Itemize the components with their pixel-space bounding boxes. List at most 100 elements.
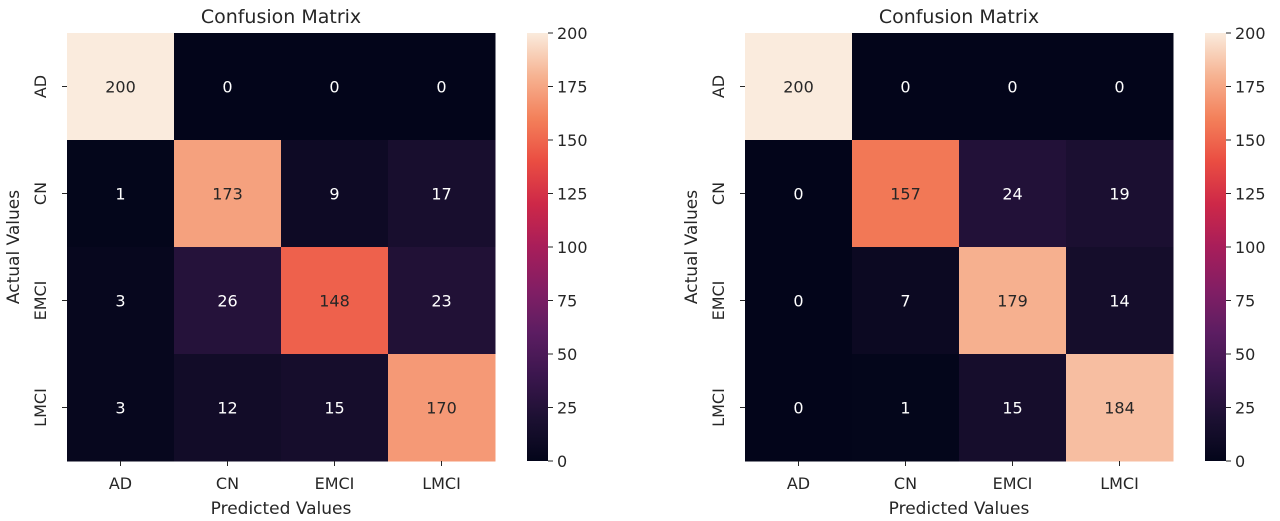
colorbar-tick-label: 75 xyxy=(1235,292,1255,311)
y-tick-label: EMCI xyxy=(709,281,728,321)
y-axis-label: Actual Values xyxy=(4,190,24,304)
x-tick-label: AD xyxy=(109,474,132,493)
cell-value-label: 173 xyxy=(212,185,243,204)
x-tick-label: CN xyxy=(894,474,917,493)
cell-value-label: 200 xyxy=(783,78,814,97)
heatmap-cell xyxy=(67,140,175,248)
heatmap-cell xyxy=(281,354,389,462)
y-axis-label: Actual Values xyxy=(682,190,702,304)
heatmap-cell xyxy=(388,247,496,355)
heatmap-cell xyxy=(281,247,389,355)
colorbar-tick-label: 125 xyxy=(1235,185,1266,204)
cell-value-label: 170 xyxy=(426,399,457,418)
colorbar-tick-label: 50 xyxy=(557,345,577,364)
heatmap-cell xyxy=(388,33,496,141)
colorbar-tick-label: 100 xyxy=(1235,238,1266,257)
y-tick-label: AD xyxy=(31,75,50,98)
y-tick-label: CN xyxy=(31,182,50,205)
y-tick-label: LMCI xyxy=(31,388,50,427)
y-tick-label: EMCI xyxy=(31,281,50,321)
colorbar-tick-label: 50 xyxy=(1235,345,1255,364)
cell-value-label: 0 xyxy=(436,78,446,97)
heatmap-cell xyxy=(745,33,853,141)
cell-value-label: 184 xyxy=(1104,399,1135,418)
heatmap-cell xyxy=(67,33,175,141)
chart-title: Confusion Matrix xyxy=(201,6,361,28)
cell-value-label: 7 xyxy=(900,292,910,311)
x-tick-label: CN xyxy=(216,474,239,493)
cell-value-label: 157 xyxy=(890,185,921,204)
cell-value-label: 17 xyxy=(431,185,451,204)
colorbar-tick-label: 200 xyxy=(1235,24,1266,43)
colorbar-tick-label: 125 xyxy=(557,185,588,204)
x-tick-label: EMCI xyxy=(315,474,355,493)
heatmap-cell xyxy=(852,354,960,462)
heatmap-cell xyxy=(1066,140,1174,248)
cell-value-label: 23 xyxy=(431,292,451,311)
x-tick-label: AD xyxy=(787,474,810,493)
colorbar xyxy=(1205,33,1226,461)
cell-value-label: 0 xyxy=(1114,78,1124,97)
colorbar-tick-label: 0 xyxy=(557,452,567,471)
y-tick-label: CN xyxy=(709,182,728,205)
cell-value-label: 15 xyxy=(324,399,344,418)
confusion-matrix-right: Confusion Matrix 200 0 0 0 0 157 24 19 0 7 179 14 0 1 1… xyxy=(682,6,1266,519)
x-tick-label: EMCI xyxy=(993,474,1033,493)
heatmap-cell xyxy=(1066,354,1174,462)
heatmap-cell xyxy=(67,247,175,355)
cell-value-label: 9 xyxy=(329,185,339,204)
cell-value-label: 3 xyxy=(115,292,125,311)
heatmap-cell xyxy=(959,140,1067,248)
cell-value-label: 24 xyxy=(1002,185,1022,204)
heatmap-cell xyxy=(281,33,389,141)
x-axis-label: Predicted Values xyxy=(889,499,1030,519)
cell-value-label: 0 xyxy=(793,399,803,418)
colorbar-tick-label: 200 xyxy=(557,24,588,43)
confusion-matrix-right-panel: Confusion Matrix 200 0 0 0 0 157 24 19 0 7 179 14 0 1 1… xyxy=(678,0,1280,521)
heatmap-cell xyxy=(1066,247,1174,355)
heatmap-cell xyxy=(745,140,853,248)
heatmap-cell xyxy=(1066,33,1174,141)
cell-value-label: 15 xyxy=(1002,399,1022,418)
chart-title: Confusion Matrix xyxy=(879,6,1039,28)
colorbar-tick-label: 100 xyxy=(557,238,588,257)
cell-value-label: 200 xyxy=(105,78,136,97)
cell-value-label: 3 xyxy=(115,399,125,418)
x-axis-label: Predicted Values xyxy=(211,499,352,519)
cell-value-label: 0 xyxy=(1007,78,1017,97)
colorbar-tick-label: 150 xyxy=(557,131,588,150)
y-tick-label: LMCI xyxy=(709,388,728,427)
cell-value-label: 0 xyxy=(793,185,803,204)
heatmap-cell xyxy=(67,354,175,462)
heatmap-cell xyxy=(174,247,282,355)
heatmap-cell xyxy=(959,33,1067,141)
cell-value-label: 0 xyxy=(222,78,232,97)
cell-value-label: 0 xyxy=(793,292,803,311)
heatmap-cell xyxy=(852,247,960,355)
x-tick-label: LMCI xyxy=(1100,474,1139,493)
cell-value-label: 1 xyxy=(900,399,910,418)
heatmap-cell xyxy=(959,354,1067,462)
heatmap-cell xyxy=(745,354,853,462)
heatmap-cell xyxy=(281,140,389,248)
x-tick-label: LMCI xyxy=(422,474,461,493)
heatmap-cell xyxy=(388,354,496,462)
colorbar-tick-label: 75 xyxy=(557,292,577,311)
cell-value-label: 14 xyxy=(1109,292,1129,311)
cell-value-label: 179 xyxy=(997,292,1028,311)
heatmap-cell xyxy=(959,247,1067,355)
y-tick-label: AD xyxy=(709,75,728,98)
colorbar-tick-label: 25 xyxy=(557,399,577,418)
heatmap-cell xyxy=(388,140,496,248)
colorbar-tick-label: 0 xyxy=(1235,452,1245,471)
heatmap-cell xyxy=(174,140,282,248)
heatmap-cell xyxy=(852,33,960,141)
heatmap-cell xyxy=(745,247,853,355)
colorbar xyxy=(527,33,548,461)
colorbar-tick-label: 25 xyxy=(1235,399,1255,418)
colorbar-tick-label: 150 xyxy=(1235,131,1266,150)
heatmap-cell xyxy=(174,33,282,141)
heatmap-cell xyxy=(174,354,282,462)
cell-value-label: 0 xyxy=(900,78,910,97)
cell-value-label: 1 xyxy=(115,185,125,204)
